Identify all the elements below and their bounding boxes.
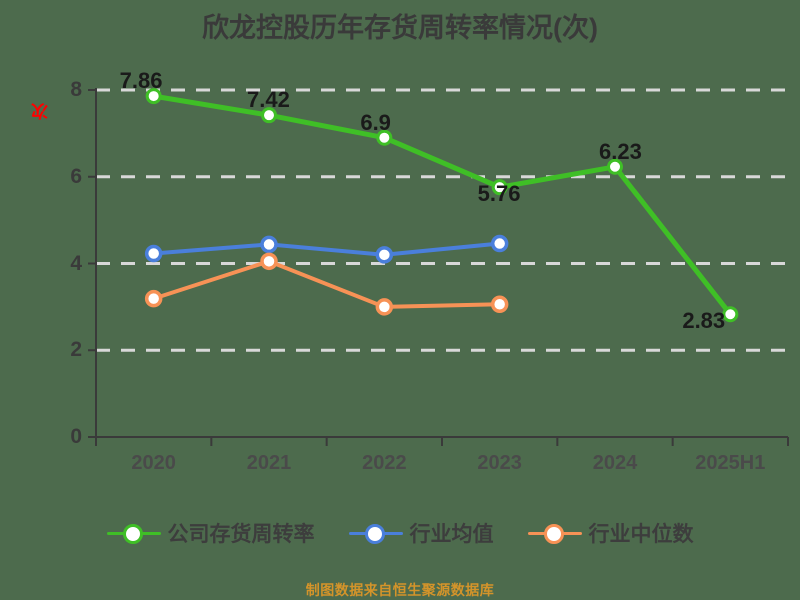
x-tick-label-2020: 2020 — [131, 452, 176, 474]
axis-tick-marks — [88, 89, 789, 446]
legend-item-0[interactable]: 公司存货周转率 — [106, 518, 315, 548]
x-tick-label-2021: 2021 — [246, 452, 292, 474]
legend-item-2[interactable]: 行业中位数 — [527, 518, 694, 548]
series-point-0-2 — [376, 129, 393, 146]
series-point-0-1 — [261, 107, 277, 124]
y-tick-label: 4 — [70, 251, 82, 275]
legend-marker-icon — [106, 522, 161, 544]
x-tick-label-2023: 2023 — [477, 452, 522, 474]
source-note: 制图数据来自恒生聚源数据库 — [305, 582, 495, 598]
legend-label: 行业中位数 — [588, 523, 694, 546]
legend-dot-icon — [122, 524, 143, 544]
series-point-1-1 — [260, 235, 278, 254]
data-label-2025H1: 2.83 — [682, 308, 726, 334]
series-point-0-0 — [145, 88, 162, 105]
y-tick-label: 0 — [70, 425, 82, 448]
series-point-2-0 — [144, 289, 163, 308]
series-point-2-2 — [375, 298, 394, 316]
legend-label: 公司存货周转率 — [167, 523, 315, 546]
legend-marker-icon — [527, 522, 582, 544]
series-point-0-3 — [491, 179, 508, 196]
series-point-2-1 — [260, 252, 278, 271]
x-tick-label-2022: 2022 — [362, 452, 407, 474]
legend-item-1[interactable]: 行业均值 — [348, 518, 494, 548]
y-tick-label: 2 — [70, 338, 82, 362]
series-line-1 — [151, 241, 502, 257]
legend-marker-icon — [348, 522, 403, 544]
legend-dot-icon — [364, 524, 385, 544]
data-label-2024: 6.23 — [599, 138, 642, 164]
x-tick-label-2024: 2024 — [592, 452, 638, 474]
data-label-2023: 5.76 — [477, 181, 521, 207]
series-lines — [151, 93, 733, 317]
series-point-0-5 — [722, 306, 739, 323]
data-label-2021: 7.42 — [247, 87, 290, 113]
y-tick-label: 6 — [70, 164, 82, 188]
x-tick-label-2025H1: 2025H1 — [695, 452, 766, 474]
series-point-1-2 — [375, 246, 394, 264]
chart-title: 欣龙控股历年存货周转率情况(次) — [202, 13, 598, 43]
series-point-1-0 — [144, 244, 163, 263]
series-point-2-3 — [490, 295, 509, 314]
legend-label: 行业均值 — [409, 523, 494, 546]
series-point-1-3 — [490, 234, 509, 253]
series-line-0 — [151, 93, 733, 317]
series-points — [144, 88, 739, 323]
y-tick-label: 8 — [70, 78, 82, 101]
legend-dot-icon — [543, 524, 564, 544]
gridlines — [96, 88, 788, 352]
chart-legend: 公司存货周转率 行业均值 行业中位数 — [0, 518, 800, 548]
series-line-2 — [151, 259, 502, 309]
series-point-0-4 — [607, 158, 623, 175]
data-label-2020: 7.86 — [119, 68, 163, 94]
data-label-2022: 6.9 — [360, 109, 391, 135]
